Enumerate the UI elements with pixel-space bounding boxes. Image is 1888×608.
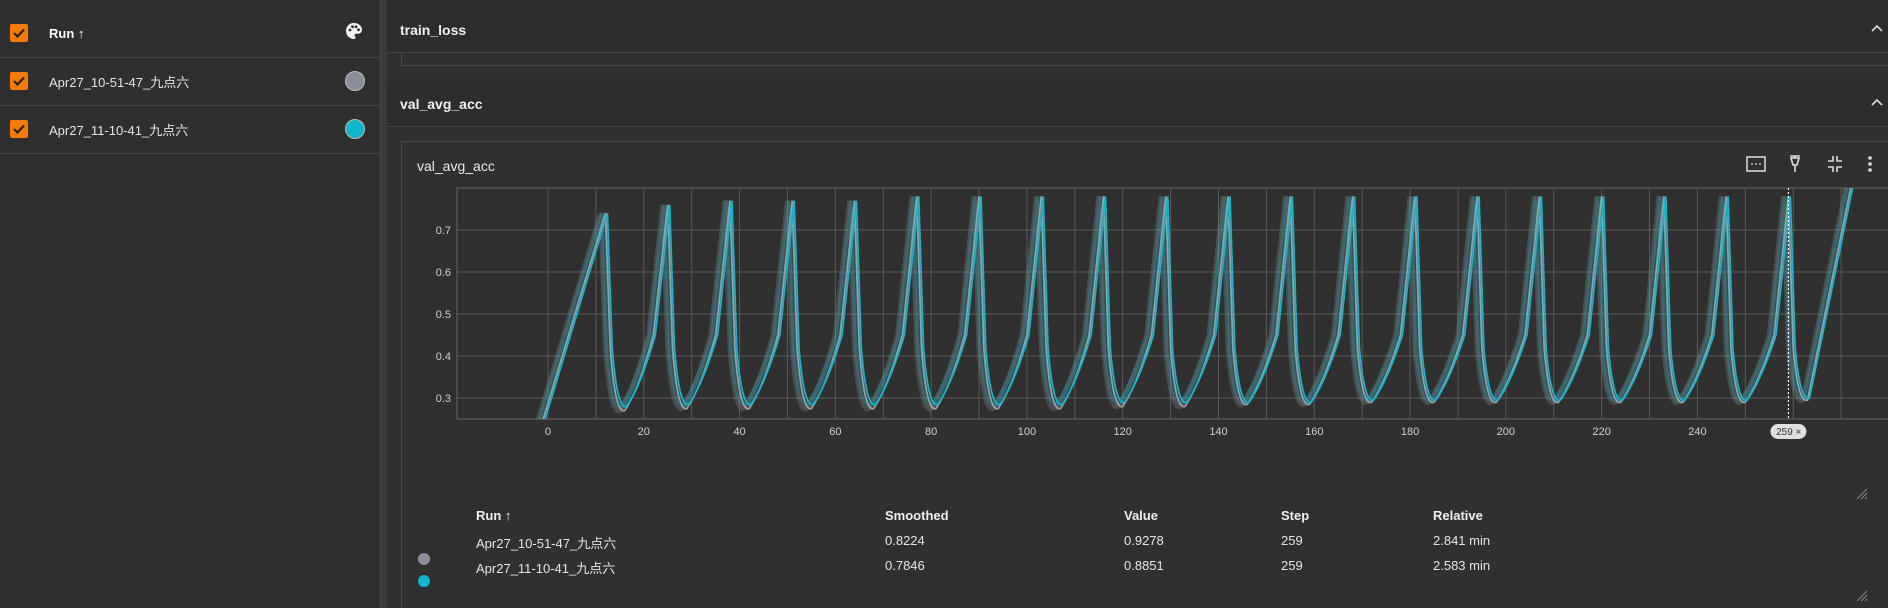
cursor-step-label: 259	[1776, 427, 1793, 438]
x-tick-label: 240	[1688, 426, 1706, 438]
x-tick-label: 160	[1305, 426, 1323, 438]
scalar-card: val_avg_acc 0.3 0.4 0.5 0.6 0.7 0 20 40 60 80 100 1…	[401, 141, 1888, 608]
resize-grip-icon[interactable]	[1856, 487, 1868, 505]
table-cell-value: 0.9278	[1124, 533, 1164, 548]
table-cell-relative: 2.583 min	[1433, 558, 1491, 573]
x-tick-label: 80	[925, 426, 937, 438]
section-title: val_avg_acc	[400, 96, 483, 112]
table-cell-step: 259	[1281, 533, 1303, 548]
table-cell-run: Apr27_10-51-47_九点六	[476, 536, 617, 551]
run-color-swatch[interactable]	[345, 119, 365, 139]
run-name: Apr27_11-10-41_九点六	[49, 122, 189, 138]
table-cell-run: Apr27_11-10-41_九点六	[476, 561, 616, 576]
table-header-step: Step	[1281, 508, 1310, 523]
runs-sidebar: Run ↑ Apr27_10-51-47_九点六 Apr	[0, 0, 380, 608]
run-row[interactable]: Apr27_11-10-41_九点六	[0, 105, 380, 154]
run-color-swatch[interactable]	[345, 71, 365, 91]
table-header-smoothed: Smoothed	[885, 508, 949, 523]
table-cell-smoothed: 0.8224	[885, 533, 925, 548]
select-all-checkbox[interactable]	[10, 24, 28, 42]
y-tick-label: 0.6	[436, 267, 451, 279]
x-tick-label: 120	[1114, 426, 1132, 438]
x-tick-label: 200	[1497, 426, 1515, 438]
resize-grip-icon[interactable]	[1856, 589, 1868, 607]
run-column-header[interactable]: Run ↑	[49, 25, 85, 41]
sidebar-resize-handle[interactable]	[380, 0, 387, 608]
line-chart[interactable]: 0.3 0.4 0.5 0.6 0.7 0 20 40 60 80 100 120 140 160 180 2…	[402, 142, 1888, 608]
section-title: train_loss	[400, 22, 467, 38]
series-line	[544, 188, 1854, 419]
y-tick-label: 0.3	[436, 393, 451, 405]
x-tick-label: 140	[1209, 426, 1227, 438]
card-title: val_avg_acc	[417, 158, 495, 174]
chevron-up-icon[interactable]	[1870, 94, 1884, 112]
x-tick-label: 180	[1401, 426, 1419, 438]
close-icon[interactable]: ×	[1796, 427, 1802, 438]
more-vert-icon[interactable]	[1866, 154, 1874, 179]
series-raw-line	[537, 188, 1851, 419]
palette-icon[interactable]	[344, 21, 364, 46]
x-tick-label: 0	[545, 426, 551, 438]
y-tick-label: 0.5	[436, 309, 451, 321]
run-name: Apr27_10-51-47_九点六	[49, 74, 190, 90]
train-loss-card-edge	[401, 53, 1888, 66]
series-raw-line	[536, 188, 1849, 419]
fit-domain-icon[interactable]	[1745, 154, 1767, 179]
table-header-run[interactable]: Run ↑	[476, 508, 512, 523]
pin-icon[interactable]	[1786, 154, 1804, 179]
table-row-color-dot	[418, 575, 430, 587]
table-row-color-dot	[418, 553, 430, 565]
collapse-icon[interactable]	[1826, 154, 1844, 179]
x-tick-label: 40	[733, 426, 745, 438]
section-header-train-loss[interactable]: train_loss	[387, 8, 1888, 53]
scalars-main-panel: train_loss val_avg_acc val_avg_acc	[387, 0, 1888, 608]
runs-table-header: Run ↑	[0, 9, 380, 58]
table-header-value: Value	[1124, 508, 1158, 523]
y-tick-label: 0.4	[436, 351, 451, 363]
table-cell-relative: 2.841 min	[1433, 533, 1491, 548]
cursor-step-pill	[1770, 424, 1807, 439]
x-tick-label: 20	[638, 426, 650, 438]
y-tick-label: 0.7	[436, 225, 451, 237]
table-cell-smoothed: 0.7846	[885, 558, 925, 573]
table-cell-step: 259	[1281, 558, 1303, 573]
table-cell-value: 0.8851	[1124, 558, 1164, 573]
run-row[interactable]: Apr27_10-51-47_九点六	[0, 57, 380, 106]
table-header-relative: Relative	[1433, 508, 1483, 523]
section-header-val-avg-acc[interactable]: val_avg_acc	[387, 82, 1888, 127]
chevron-up-icon[interactable]	[1870, 20, 1884, 38]
x-tick-label: 100	[1018, 426, 1036, 438]
run-checkbox[interactable]	[10, 120, 28, 138]
x-tick-label: 60	[829, 426, 841, 438]
x-tick-label: 220	[1592, 426, 1610, 438]
run-checkbox[interactable]	[10, 72, 28, 90]
